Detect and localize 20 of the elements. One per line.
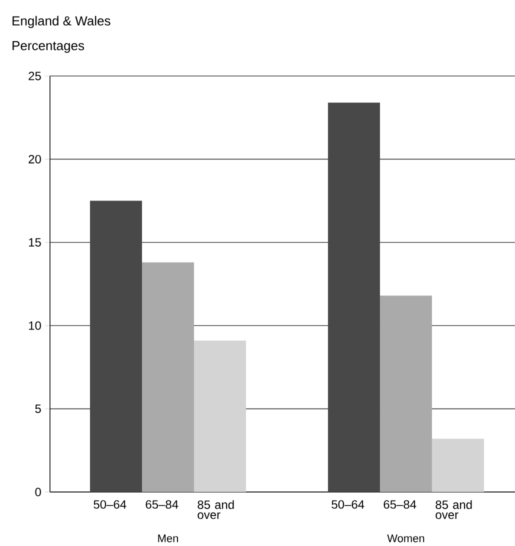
- y-tick-label: 10: [28, 321, 41, 330]
- y-tick-label: 25: [28, 72, 41, 80]
- text: 65–84: [384, 500, 416, 509]
- x-tick-label: Men: [158, 534, 178, 542]
- y-tick-label: 5: [35, 404, 41, 413]
- x-tick-label: Women: [387, 534, 424, 542]
- y-tick-label: 0: [35, 488, 41, 496]
- series-label: 85 and over: [198, 500, 234, 520]
- bar: [432, 438, 484, 492]
- y-tick-label: 20: [28, 154, 41, 164]
- y-axis-title: Percentages: [12, 41, 84, 53]
- series-label: 50–64: [94, 500, 126, 509]
- bar: [194, 340, 246, 492]
- text: 85 and over: [436, 500, 472, 520]
- y-tick-label: 15: [28, 238, 41, 247]
- bar: [380, 296, 432, 492]
- series-label: 65–84: [146, 500, 178, 509]
- text: 50–64: [332, 500, 364, 509]
- chart-title: England & Wales: [12, 16, 110, 28]
- bar: [142, 262, 194, 492]
